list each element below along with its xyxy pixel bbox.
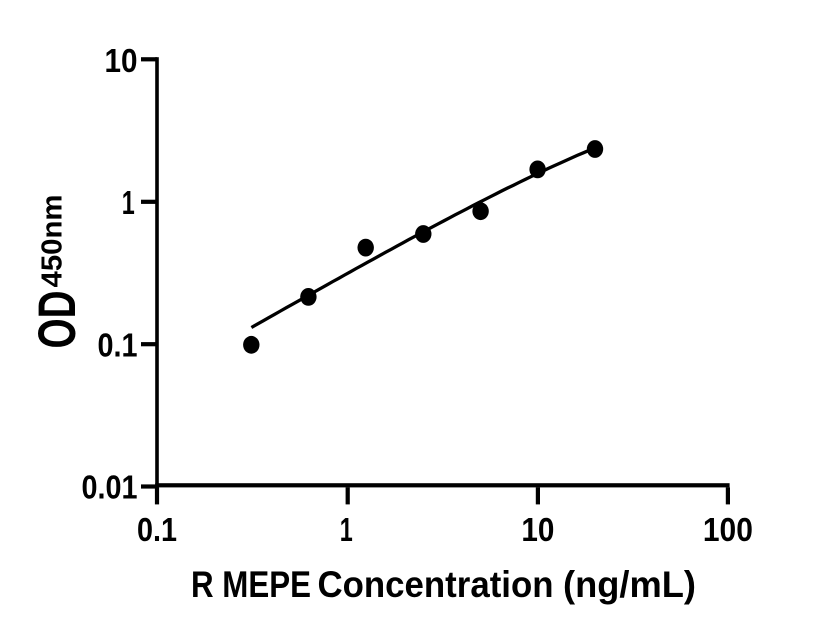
svg-text:(ng/mL): (ng/mL) xyxy=(563,564,696,605)
svg-text:0.01: 0.01 xyxy=(82,468,138,505)
svg-text:1: 1 xyxy=(122,184,135,221)
svg-text:450nm: 450nm xyxy=(37,195,69,288)
svg-text:10: 10 xyxy=(521,511,554,548)
svg-text:1: 1 xyxy=(340,511,353,548)
svg-text:0.1: 0.1 xyxy=(137,511,177,548)
svg-text:Concentration: Concentration xyxy=(318,564,554,605)
svg-text:0.1: 0.1 xyxy=(98,326,138,363)
svg-text:R MEPE: R MEPE xyxy=(191,564,311,605)
svg-text:100: 100 xyxy=(703,511,753,548)
svg-text:OD: OD xyxy=(28,291,87,349)
svg-text:10: 10 xyxy=(105,42,138,79)
